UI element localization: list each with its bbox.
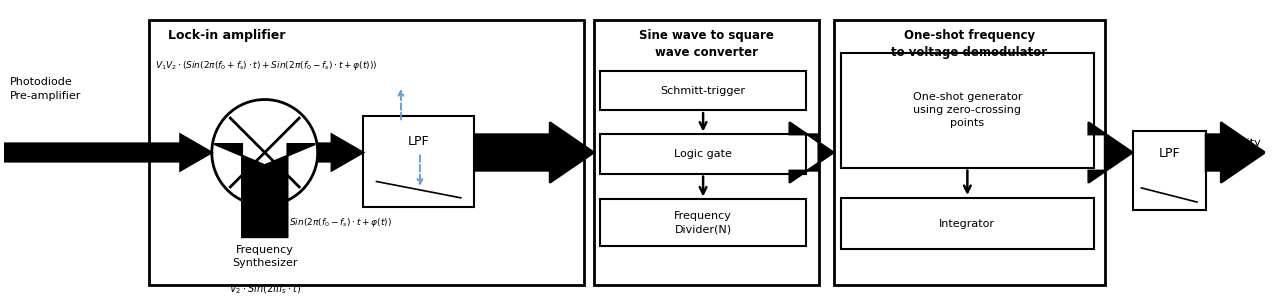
- Text: $V_1V_2\cdot Sin(2\pi(f_0-f_s)\cdot t+\varphi(t))$: $V_1V_2\cdot Sin(2\pi(f_0-f_s)\cdot t+\v…: [262, 216, 392, 229]
- Text: LPF: LPF: [1158, 147, 1180, 160]
- Polygon shape: [318, 135, 363, 170]
- Text: LPF: LPF: [407, 135, 429, 148]
- Text: Mixer: Mixer: [251, 230, 279, 240]
- Text: Photodiode
Pre-amplifier: Photodiode Pre-amplifier: [10, 77, 81, 101]
- Text: Velocity
$(\dot{\varphi}(t))$: Velocity $(\dot{\varphi}(t))$: [1218, 138, 1262, 167]
- Text: Frequency
Divider(N): Frequency Divider(N): [675, 211, 732, 234]
- Text: One-shot generator
using zero-crossing
points: One-shot generator using zero-crossing p…: [913, 92, 1022, 128]
- Bar: [1133, 131, 1206, 210]
- Polygon shape: [1088, 122, 1133, 183]
- Polygon shape: [474, 122, 594, 183]
- Bar: [841, 198, 1094, 249]
- Bar: [594, 20, 819, 285]
- Text: Frequency
Synthesizer: Frequency Synthesizer: [232, 245, 298, 268]
- Text: Lock-in amplifier: Lock-in amplifier: [168, 29, 285, 41]
- Text: $V_2\cdot Sin(2\pi f_s\cdot t)$: $V_2\cdot Sin(2\pi f_s\cdot t)$: [229, 282, 300, 296]
- Polygon shape: [789, 122, 834, 183]
- Bar: [834, 20, 1105, 285]
- Text: $V_1\cdot Sin(2\pi f_0 t+\varphi(t))$: $V_1\cdot Sin(2\pi f_0 t+\varphi(t))$: [6, 145, 102, 160]
- Text: $V_1V_2\cdot(Sin(2\pi(f_0+f_s)\cdot t)+Sin(2\pi(f_0-f_s)\cdot t+\varphi(t)))$: $V_1V_2\cdot(Sin(2\pi(f_0+f_s)\cdot t)+S…: [155, 59, 377, 72]
- Text: One-shot frequency
to voltage demodulator: One-shot frequency to voltage demodulato…: [891, 29, 1048, 59]
- Text: Sine wave to square
wave converter: Sine wave to square wave converter: [639, 29, 774, 59]
- Text: Integrator: Integrator: [939, 218, 995, 228]
- Polygon shape: [1206, 122, 1265, 183]
- Bar: [601, 71, 806, 110]
- Text: Schmitt-trigger: Schmitt-trigger: [661, 85, 746, 95]
- Bar: [149, 20, 584, 285]
- Bar: [601, 199, 806, 246]
- Bar: [841, 53, 1094, 168]
- Bar: [601, 135, 806, 174]
- Polygon shape: [214, 144, 316, 237]
- Bar: [363, 116, 474, 207]
- Text: Logic gate: Logic gate: [675, 149, 732, 159]
- Polygon shape: [4, 135, 211, 170]
